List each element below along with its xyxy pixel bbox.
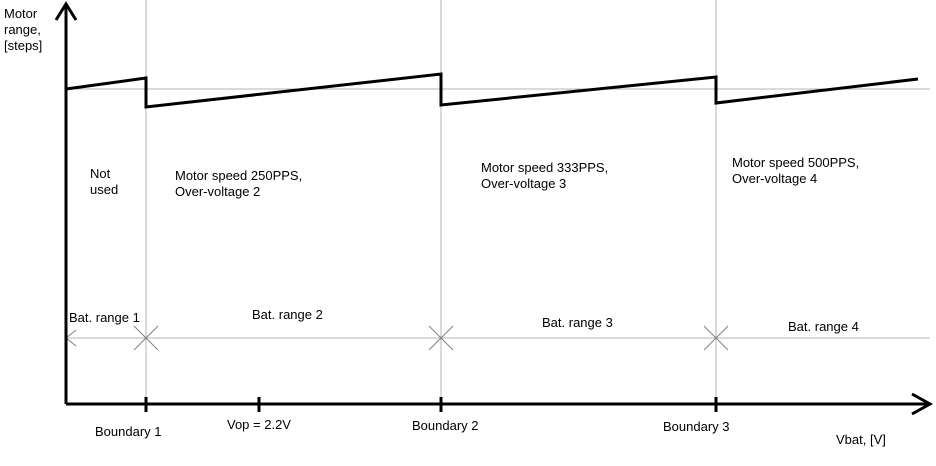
battery-range-3-label: Bat. range 3 <box>542 315 613 330</box>
battery-range-4-label: Bat. range 4 <box>788 319 859 334</box>
y-axis-label: Motor range, [steps] <box>4 6 43 53</box>
cross-marker-3 <box>703 325 729 351</box>
y-axis-arrowhead <box>54 1 78 21</box>
x-axis-label: Vbat, [V] <box>836 432 886 447</box>
region-500pps-label: Motor speed 500PPS, Over-voltage 4 <box>732 155 860 186</box>
battery-range-2-label: Bat. range 2 <box>252 307 323 322</box>
x-axis-arrowhead <box>911 392 934 416</box>
cross-marker-1 <box>133 325 159 351</box>
region-not-used-label: Not used <box>90 166 119 197</box>
tick-label-boundary-2: Boundary 2 <box>412 418 479 433</box>
tick-label-vop: Vop = 2.2V <box>227 417 291 432</box>
sawtooth-curve <box>65 72 919 109</box>
tick-label-boundary-3: Boundary 3 <box>663 419 730 434</box>
tick-label-boundary-1: Boundary 1 <box>95 424 162 439</box>
region-333pps-label: Motor speed 333PPS, Over-voltage 3 <box>481 160 609 191</box>
battery-range-1-label: Bat. range 1 <box>69 310 140 325</box>
region-250pps-label: Motor speed 250PPS, Over-voltage 2 <box>175 168 303 199</box>
cross-marker-2 <box>428 325 454 351</box>
